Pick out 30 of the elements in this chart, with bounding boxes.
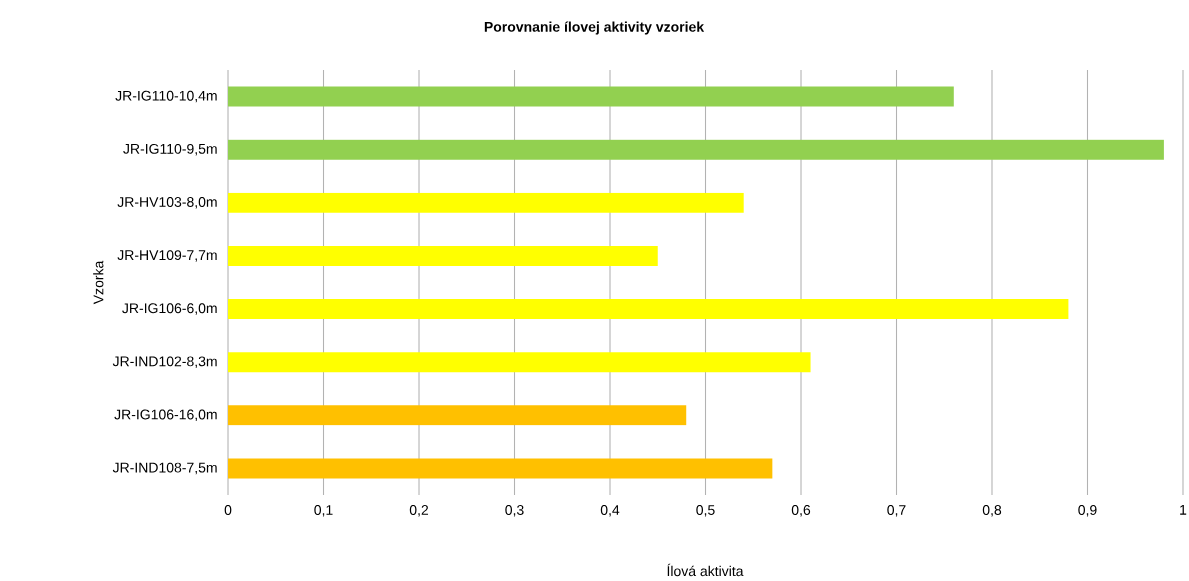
- chart-title: Porovnanie ílovej aktivity vzoriek: [484, 21, 705, 35]
- y-tick-label: JR-IND102-8,3m: [112, 356, 217, 368]
- x-tick-label: 0,3: [505, 505, 524, 517]
- bar: [228, 139, 1164, 160]
- x-tick-label: 0,4: [600, 505, 620, 517]
- y-tick-label: JR-IG106-16,0m: [114, 409, 217, 422]
- bar: [228, 299, 1069, 320]
- x-axis-title: Ílová aktivita: [667, 563, 744, 577]
- y-axis-title: Vzorka: [93, 260, 104, 305]
- x-tick-label: 0,2: [409, 505, 429, 517]
- x-tick-label: 0,7: [887, 505, 906, 517]
- x-tick-label: 0,8: [982, 505, 1002, 517]
- y-tick-label: JR-IG106-6,0m: [122, 303, 217, 315]
- x-tick-label: 0,6: [791, 505, 811, 517]
- bar: [228, 86, 954, 107]
- x-tick-label: 1: [1180, 505, 1187, 515]
- x-tick-label: 0,1: [314, 505, 333, 517]
- bar: [228, 405, 687, 426]
- bar: [228, 458, 773, 479]
- y-tick-label: JR-HV103-8,0m: [117, 197, 217, 209]
- bar: [228, 352, 811, 373]
- y-tick-label: JR-IND108-7,5m: [112, 462, 217, 475]
- x-tick-label: 0,9: [1078, 505, 1097, 517]
- bar: [228, 245, 658, 266]
- y-tick-label: JR-IG110-10,4m: [115, 90, 217, 103]
- y-tick-label: JR-HV109-7,7m: [117, 250, 217, 262]
- bar: [228, 192, 744, 213]
- x-tick-label: 0: [224, 505, 232, 515]
- x-tick-label: 0,5: [696, 505, 715, 517]
- y-tick-label: JR-IG110-9,5m: [123, 143, 217, 156]
